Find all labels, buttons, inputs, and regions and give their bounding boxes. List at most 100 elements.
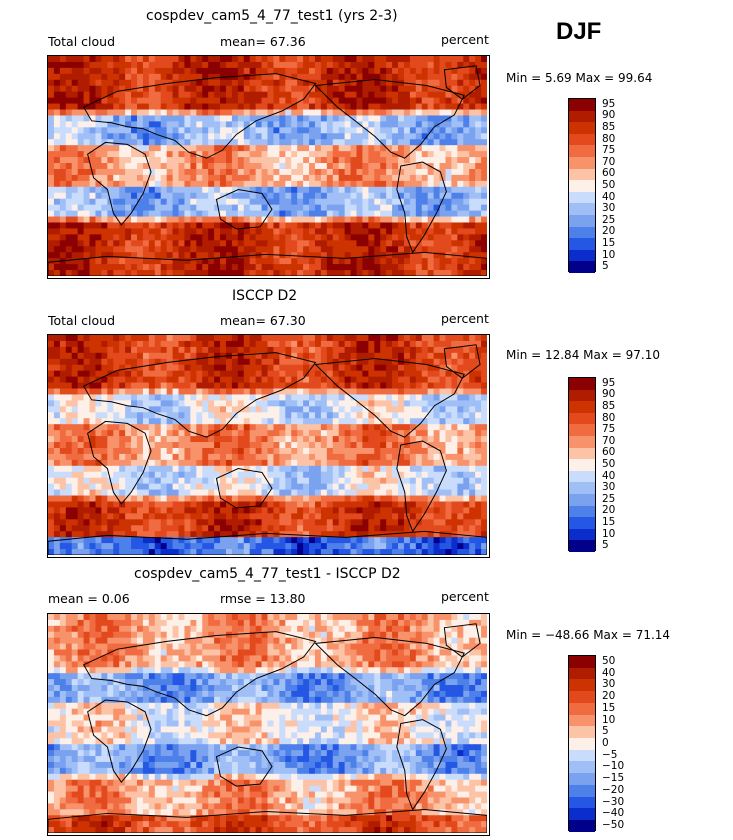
- colorbar-label: 75: [602, 423, 616, 436]
- colorbar-label: 5: [602, 260, 609, 273]
- map-canvas: [48, 56, 487, 276]
- colorbar-label: 5: [602, 725, 609, 738]
- colorbar-swatch: [569, 401, 595, 413]
- colorbar-label: 30: [602, 678, 616, 691]
- cloud-map-difference: [47, 613, 490, 836]
- colorbar-label: 50: [602, 458, 616, 470]
- field-label: Total cloud: [48, 313, 116, 328]
- colorbar-swatch: [569, 214, 595, 227]
- colorbar-label: −10: [602, 760, 625, 773]
- colorbar-swatch: [569, 667, 595, 680]
- coastline: [396, 161, 447, 254]
- colorbar-label: 20: [602, 690, 616, 703]
- colorbar: 50 40 30 20 15 10 5 0 −5 −10 −15 −20 −30 −40 −50: [568, 655, 628, 832]
- colorbar-label: 30: [602, 481, 616, 494]
- colorbar-swatch: [569, 249, 595, 262]
- colorbar-label: 70: [602, 434, 616, 447]
- colorbar-swatch: [569, 714, 595, 727]
- colorbar-label: 5: [602, 539, 609, 552]
- units-label: percent: [441, 311, 489, 326]
- coastline: [443, 623, 481, 658]
- colorbar-swatch: [569, 459, 595, 471]
- colorbar-swatch: [569, 180, 595, 192]
- colorbar-label: 40: [602, 469, 616, 482]
- colorbar-label: 10: [602, 248, 616, 261]
- colorbar-swatch: [569, 482, 595, 494]
- colorbar-label: 75: [602, 144, 616, 157]
- colorbar-label: 85: [602, 121, 616, 133]
- colorbar-swatch: [569, 226, 595, 239]
- mean-value: mean= 67.30: [220, 313, 306, 328]
- colorbar-swatch: [569, 761, 595, 774]
- colorbar-label: −15: [602, 772, 625, 785]
- coastline: [396, 440, 447, 533]
- colorbar-label: −20: [602, 783, 625, 796]
- colorbar-swatch: [569, 238, 595, 250]
- mean-value: mean= 67.36: [220, 34, 306, 49]
- colorbar-swatch: [569, 168, 595, 181]
- colorbar-label: 90: [602, 109, 616, 122]
- colorbar-swatch: [569, 517, 595, 529]
- colorbar-label: 60: [602, 446, 616, 459]
- colorbar-label: 15: [602, 701, 616, 714]
- field-label: Total cloud: [48, 34, 116, 49]
- coastline: [48, 809, 487, 833]
- season-label: DJF: [556, 18, 602, 45]
- colorbar-label: 70: [602, 155, 616, 168]
- colorbar-swatch: [569, 99, 595, 111]
- colorbar-label: 40: [602, 190, 616, 203]
- colorbar-swatch: [569, 412, 595, 425]
- colorbar-label: 95: [602, 376, 616, 389]
- colorbar-swatch: [569, 528, 595, 541]
- coastline: [82, 352, 317, 438]
- colorbar-swatch: [569, 424, 595, 436]
- coastline: [314, 358, 465, 438]
- colorbar-label: 30: [602, 202, 616, 215]
- panel-title: cospdev_cam5_4_77_test1 - ISCCP D2: [134, 566, 401, 582]
- colorbar-label: 80: [602, 411, 616, 424]
- colorbar-swatch: [569, 773, 595, 785]
- units-label: percent: [441, 589, 489, 604]
- coastline: [87, 699, 152, 783]
- coastline: [82, 73, 317, 159]
- colorbar-label: −5: [602, 748, 618, 761]
- colorbar-swatch: [569, 656, 595, 668]
- colorbar-swatch: [569, 145, 595, 157]
- colorbar-swatches: [568, 98, 596, 273]
- colorbar-label: 10: [602, 527, 616, 540]
- colorbar-swatch: [569, 702, 595, 715]
- colorbar-label: 80: [602, 132, 616, 145]
- colorbar-swatch: [569, 122, 595, 134]
- colorbar-swatch: [569, 447, 595, 460]
- colorbar-label: 20: [602, 225, 616, 238]
- colorbar-label: −30: [602, 795, 625, 808]
- colorbar-swatch: [569, 749, 595, 762]
- colorbar-swatches: [568, 655, 596, 832]
- colorbar-label: 25: [602, 492, 616, 505]
- rmse-value: rmse = 13.80: [220, 591, 306, 606]
- coastline: [48, 251, 487, 276]
- colorbar-label: −40: [602, 807, 625, 820]
- colorbar-swatch: [569, 191, 595, 204]
- panel-title: ISCCP D2: [232, 288, 298, 304]
- coastline: [396, 719, 447, 811]
- coastline: [443, 65, 481, 100]
- coastline: [314, 79, 465, 159]
- colorbar-swatch: [569, 820, 595, 832]
- coastline: [443, 344, 481, 379]
- colorbar-swatch: [569, 203, 595, 215]
- colorbar-swatch: [569, 505, 595, 518]
- coastline: [215, 468, 273, 509]
- coastline: [87, 420, 152, 505]
- colorbar-swatch: [569, 796, 595, 809]
- colorbar-swatch: [569, 493, 595, 506]
- mean-value: mean = 0.06: [48, 591, 130, 606]
- colorbar-swatch: [569, 435, 595, 448]
- colorbar-label: 50: [602, 179, 616, 191]
- colorbar-label: 25: [602, 213, 616, 226]
- colorbar-label: 95: [602, 97, 616, 110]
- coastline: [215, 746, 273, 787]
- colorbar-swatch: [569, 691, 595, 703]
- colorbar-swatch: [569, 261, 595, 273]
- coastline: [215, 189, 273, 230]
